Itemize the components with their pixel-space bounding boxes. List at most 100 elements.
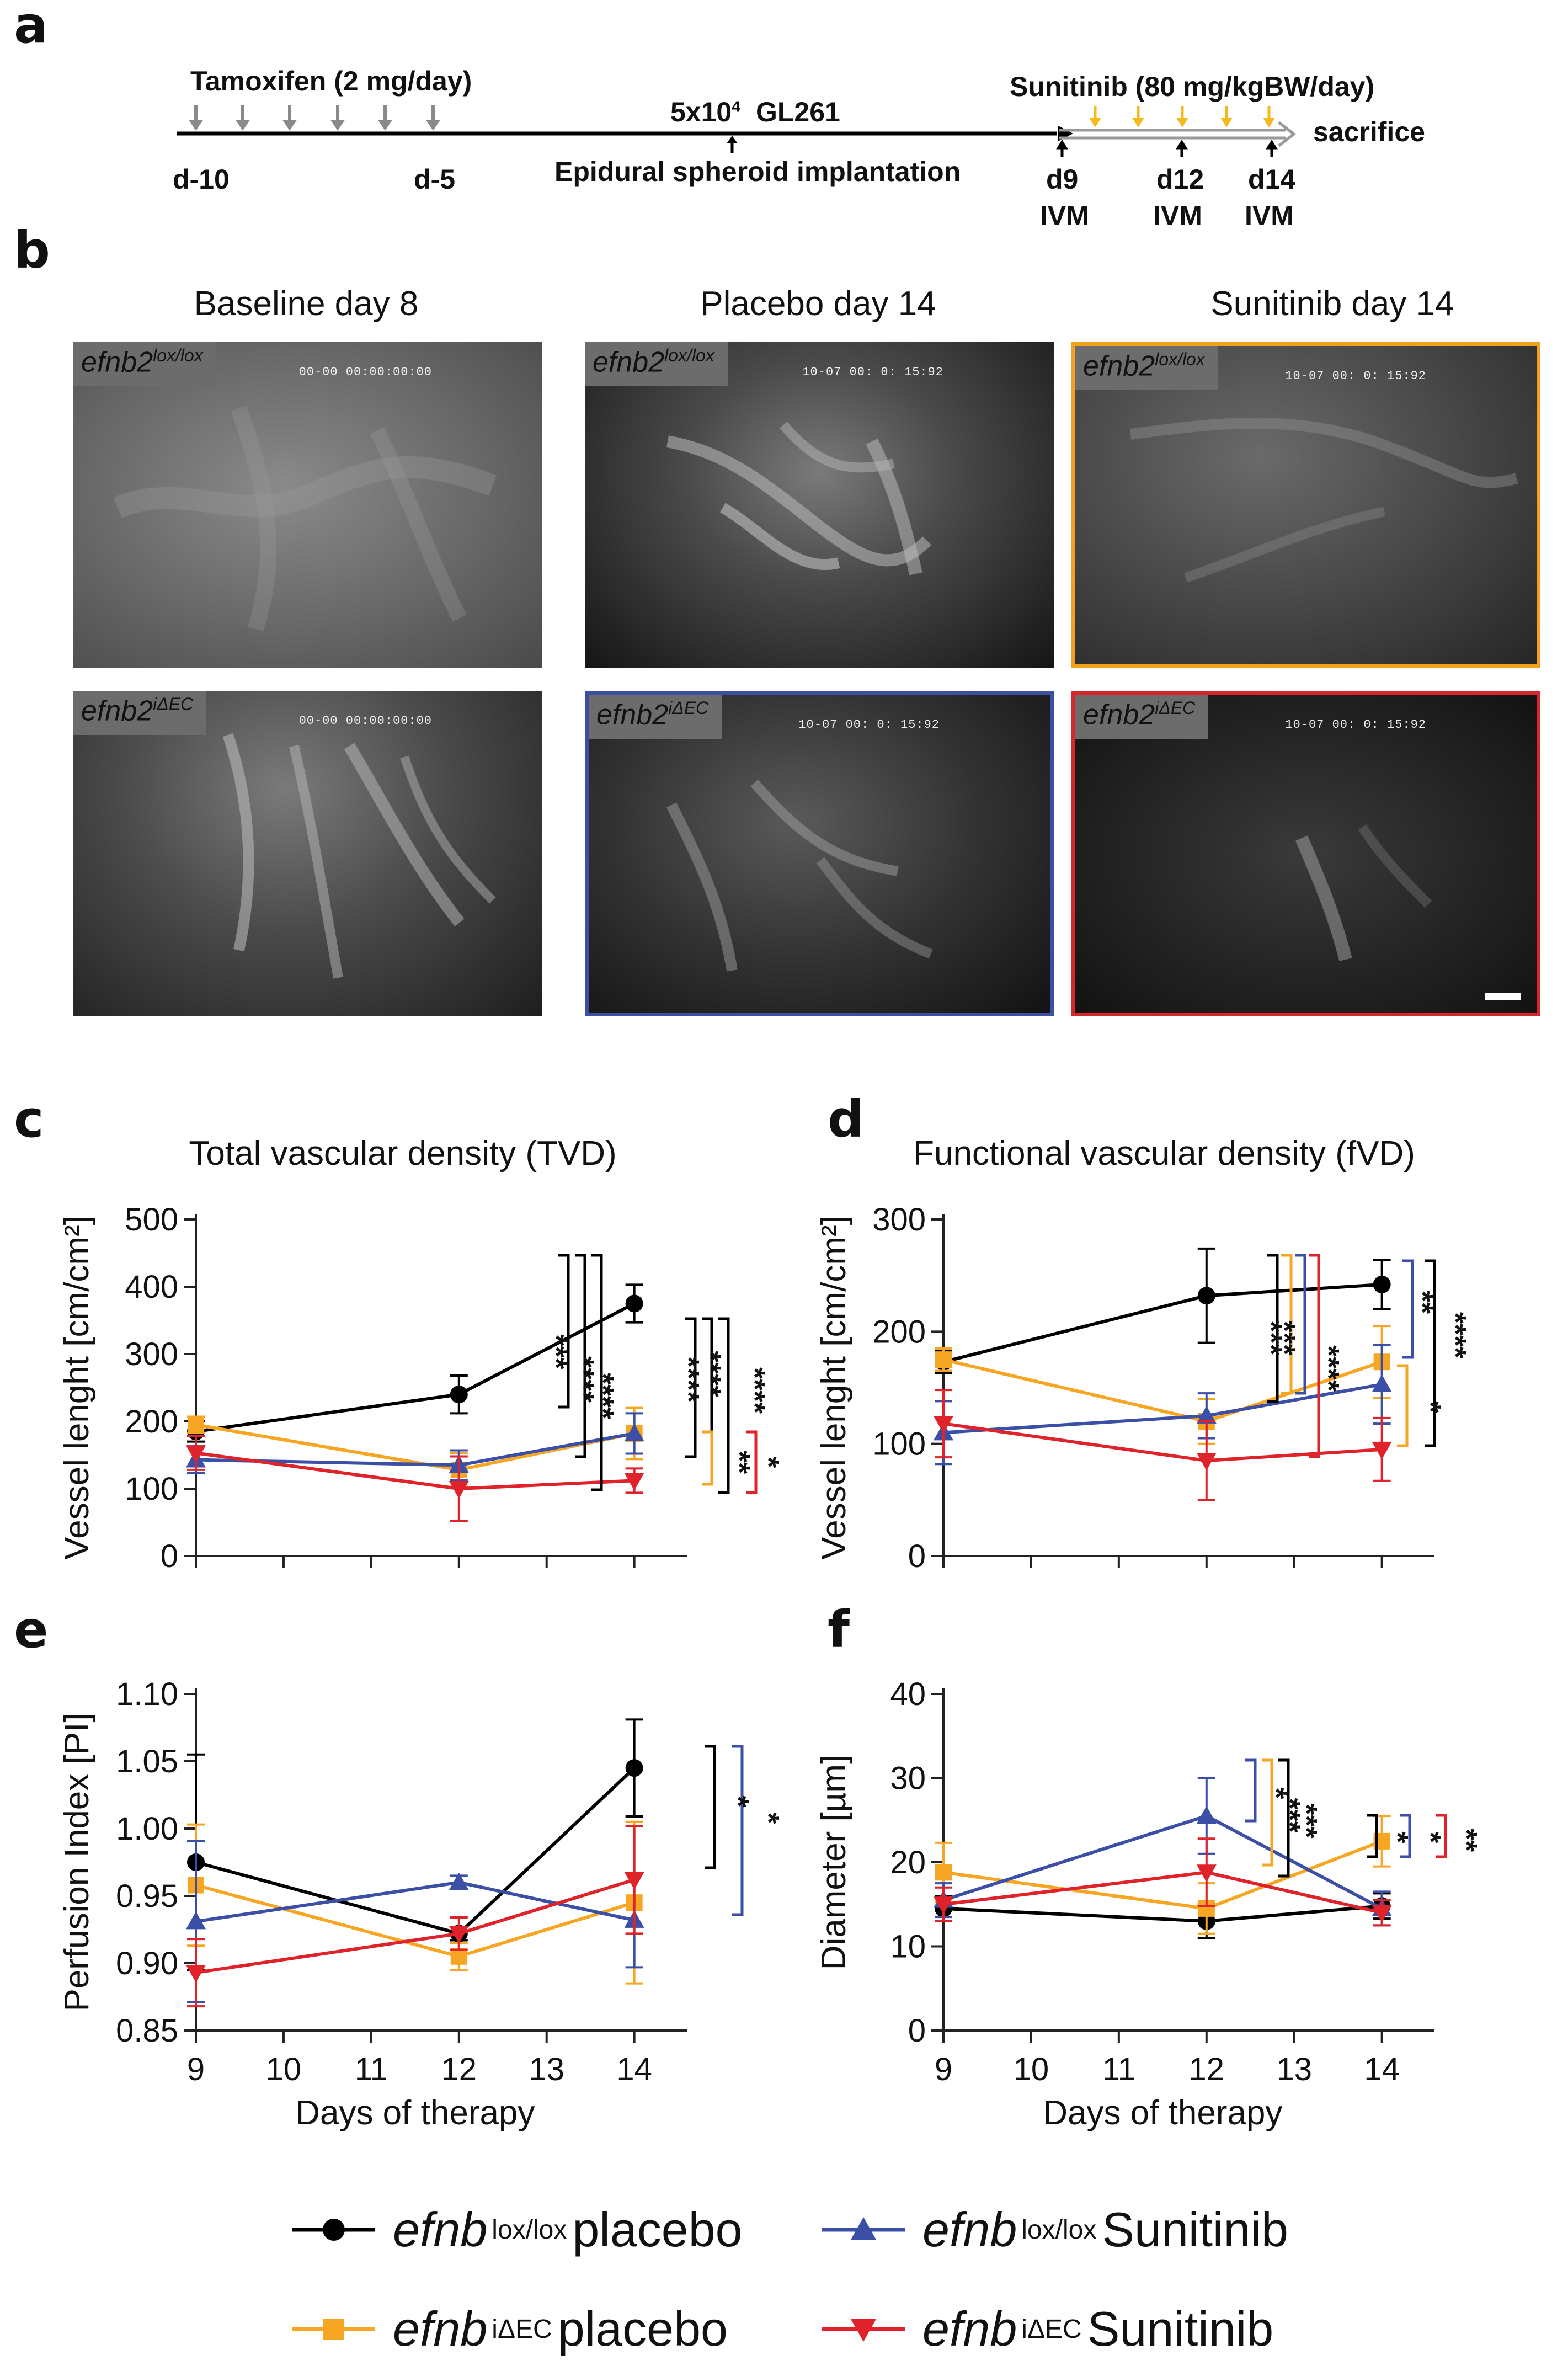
genotype-tag: efnb2lox/lox xyxy=(585,342,728,387)
x-tick-label: 13 xyxy=(529,2051,564,2087)
y-tick-label: 300 xyxy=(872,1202,926,1238)
legend-gene: efnb xyxy=(393,2301,488,2356)
panel-label-b: b xyxy=(14,221,50,280)
significance-label: **** xyxy=(738,1367,771,1414)
data-point xyxy=(450,1386,468,1404)
significance-label: **** xyxy=(586,1373,620,1419)
significance-label: * xyxy=(722,1795,755,1807)
x-tick-label: 11 xyxy=(1102,2051,1135,2087)
ivm-label-d12: IVM xyxy=(1153,200,1202,231)
significance-bracket xyxy=(685,1317,697,1458)
x-tick-label: 14 xyxy=(616,2051,652,2087)
data-point xyxy=(186,1445,206,1463)
legend-item-lox-placebo: efnb lox/lox placebo xyxy=(287,2202,743,2258)
panel-label-e: e xyxy=(14,1600,49,1659)
x-axis-label: Days of therapy xyxy=(295,2094,535,2132)
data-point xyxy=(1196,1864,1217,1883)
day-9-label: d9 xyxy=(1046,164,1079,195)
data-point xyxy=(625,1759,643,1777)
legend-treatment: Sunitinib xyxy=(1102,2202,1288,2257)
data-point xyxy=(449,1872,469,1890)
legend-item-lox-sunitinib: efnb lox/lox Sunitinib xyxy=(817,2202,1288,2258)
x-axis-label: Days of therapy xyxy=(1043,2094,1282,2132)
y-tick-label: 1.05 xyxy=(116,1744,178,1779)
data-point xyxy=(1196,1405,1217,1424)
significance-label: *** xyxy=(1290,1803,1323,1838)
significance-bracket xyxy=(1402,1259,1414,1359)
y-tick-label: 200 xyxy=(125,1404,178,1440)
cell-line-label: GL261 xyxy=(756,97,840,127)
x-tick-label: 13 xyxy=(1276,2051,1312,2087)
significance-label: * xyxy=(1260,1787,1293,1799)
timeline-svg xyxy=(177,105,1297,157)
data-point xyxy=(624,1423,644,1441)
legend-marker-circle xyxy=(292,2219,375,2241)
y-axis-label: Vessel lenght [cm/cm²] xyxy=(815,1216,853,1560)
significance-label: * xyxy=(752,1812,785,1824)
ivm-label-d14: IVM xyxy=(1245,200,1294,231)
significance-label: *** xyxy=(1273,1798,1306,1832)
legend-gene: efnb xyxy=(922,2202,1017,2257)
y-tick-label: 0 xyxy=(908,2013,926,2049)
series-line xyxy=(195,1767,636,1936)
data-point xyxy=(1197,1287,1215,1305)
timestamp: 00-00 00:00:00:00 xyxy=(298,714,432,728)
vessel-pattern xyxy=(113,406,497,632)
y-axis-label: Vessel lenght [cm/cm²] xyxy=(58,1216,96,1560)
legend-genotype: lox/lox xyxy=(1021,2215,1097,2245)
significance-label: **** xyxy=(1439,1312,1472,1358)
data-point xyxy=(934,1896,953,1915)
legend-item-idec-placebo: efnb iΔEC placebo xyxy=(287,2301,728,2357)
sunitinib-treatment-arrow xyxy=(1059,121,1297,147)
vessel-pattern xyxy=(666,422,931,575)
data-point xyxy=(935,1864,952,1881)
implantation-arrow xyxy=(727,136,738,153)
y-tick-label: 0.95 xyxy=(116,1878,178,1914)
sunitinib-dose-arrows xyxy=(1089,106,1275,127)
y-tick-label: 500 xyxy=(125,1202,178,1238)
panel-label-c: c xyxy=(14,1090,44,1149)
y-tick-label: 200 xyxy=(872,1314,926,1350)
timestamp: 10-07 00: 0: 15:92 xyxy=(798,718,940,732)
micrograph-baseline-idec: efnb2iΔEC 00-00 00:00:00:00 xyxy=(73,691,542,1016)
legend-treatment: Sunitinib xyxy=(1087,2301,1274,2356)
x-tick-label: 10 xyxy=(266,2051,302,2087)
significance-bracket xyxy=(702,1430,713,1486)
genotype-tag: efnb2lox/lox xyxy=(73,342,216,387)
panel-label-f: f xyxy=(828,1600,850,1659)
micrograph-sunitinib-lox: efnb2lox/lox 10-07 00: 0: 15:92 xyxy=(1071,342,1540,668)
significance-label: * xyxy=(1381,1831,1414,1843)
y-tick-label: 10 xyxy=(890,1929,926,1965)
data-point xyxy=(450,1948,467,1965)
sacrifice-label: sacrifice xyxy=(1313,116,1425,147)
sunitinib-label: Sunitinib (80 mg/kgBW/day) xyxy=(1010,71,1375,102)
y-tick-label: 0 xyxy=(908,1538,926,1574)
timestamp: 10-07 00: 0: 15:92 xyxy=(802,365,943,379)
micrograph-placebo-idec: efnb2iΔEC 10-07 00: 0: 15:92 xyxy=(585,691,1054,1016)
cell-number-label: 5x104 xyxy=(670,97,740,127)
series-line xyxy=(195,1451,634,1491)
data-point xyxy=(1373,1275,1391,1293)
data-point xyxy=(1372,1441,1392,1459)
data-point xyxy=(624,1872,644,1890)
tamoxifen-label: Tamoxifen (2 mg/day) xyxy=(190,66,472,97)
scale-bar xyxy=(1485,993,1521,1000)
significance-bracket xyxy=(1281,1254,1293,1395)
significance-bracket xyxy=(558,1254,570,1409)
data-point xyxy=(934,1416,953,1434)
y-tick-label: 40 xyxy=(890,1676,926,1712)
legend-genotype: lox/lox xyxy=(492,2215,567,2245)
x-tick-label: 12 xyxy=(1189,2051,1225,2087)
column-title-placebo: Placebo day 14 xyxy=(700,285,936,323)
y-tick-label: 1.10 xyxy=(116,1676,178,1712)
data-point xyxy=(449,1926,469,1944)
chart-title-fvd: Functional vascular density (fVD) xyxy=(913,1134,1415,1173)
significance-label: *** xyxy=(1268,1320,1301,1355)
legend-gene: efnb xyxy=(393,2202,488,2257)
x-tick-label: 9 xyxy=(935,2051,952,2087)
significance-label: ** xyxy=(723,1451,756,1474)
x-tick-label: 12 xyxy=(441,2051,477,2087)
significance-label: **** xyxy=(1312,1345,1345,1392)
legend-treatment: placebo xyxy=(572,2202,743,2257)
